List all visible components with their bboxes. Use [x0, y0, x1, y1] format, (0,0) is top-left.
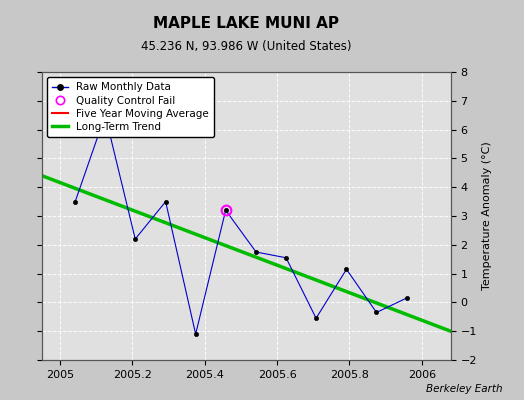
Legend: Raw Monthly Data, Quality Control Fail, Five Year Moving Average, Long-Term Tren: Raw Monthly Data, Quality Control Fail, …: [47, 77, 214, 137]
Y-axis label: Temperature Anomaly (°C): Temperature Anomaly (°C): [483, 142, 493, 290]
Text: 45.236 N, 93.986 W (United States): 45.236 N, 93.986 W (United States): [141, 40, 352, 53]
Text: MAPLE LAKE MUNI AP: MAPLE LAKE MUNI AP: [154, 16, 339, 31]
Text: Berkeley Earth: Berkeley Earth: [427, 384, 503, 394]
